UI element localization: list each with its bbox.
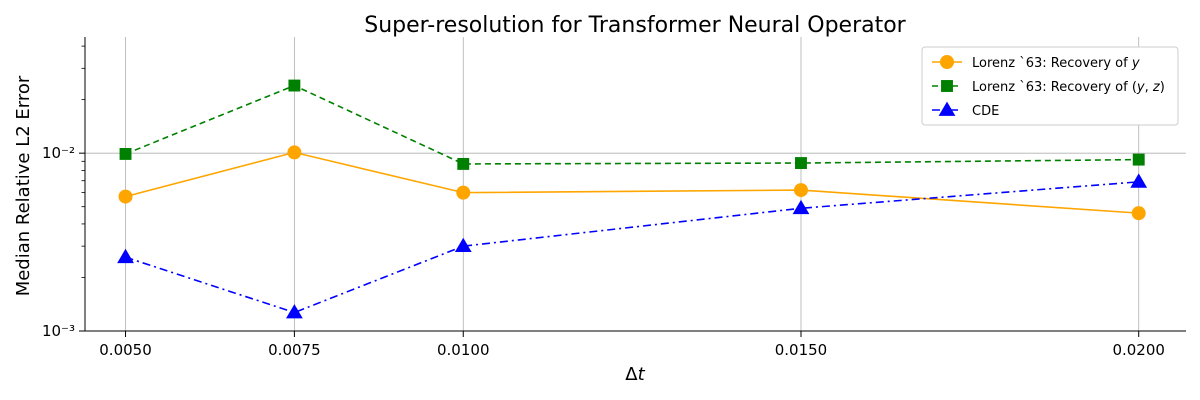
y-tick-label: 10⁻² [42, 144, 75, 162]
data-point [457, 157, 470, 170]
x-tick-label: 0.0075 [268, 341, 321, 359]
series-layer [117, 79, 1148, 319]
data-point [1131, 206, 1146, 221]
legend-label: CDE [972, 104, 999, 119]
legend-marker [941, 80, 953, 92]
data-point [1132, 153, 1145, 166]
data-point [117, 248, 134, 264]
x-tick-label: 0.0050 [99, 341, 152, 359]
data-point [288, 79, 301, 92]
series-1 [119, 79, 1145, 170]
legend-item-1: Lorenz `63: Recovery of (y, z) [932, 80, 1165, 95]
y-ticks: 10⁻³ 10⁻² [42, 45, 85, 340]
legend: Lorenz `63: Recovery of y Lorenz `63: Rec… [921, 46, 1179, 126]
x-tick-label: 0.0150 [775, 341, 828, 359]
x-axis-label: Δt [625, 364, 645, 385]
data-point [285, 304, 303, 319]
series-line [125, 84, 1139, 165]
series-2 [117, 173, 1148, 319]
legend-box [921, 46, 1179, 126]
y-axis-label: Median Relative L2 Error [13, 75, 34, 296]
data-point [1130, 173, 1148, 188]
data-point [795, 157, 807, 169]
legend-label: Lorenz `63: Recovery of y [972, 56, 1140, 71]
series-line [125, 181, 1139, 314]
x-tick-label: 0.0200 [1112, 341, 1165, 359]
data-point [454, 237, 472, 253]
legend-marker [938, 101, 956, 116]
x-ticks: 0.0050 0.0075 0.0100 0.0150 0.0200 [99, 331, 1165, 359]
chart-title: Super-resolution for Transformer Neural … [364, 13, 906, 38]
data-point [287, 145, 302, 160]
data-point [118, 189, 133, 204]
legend-item-0: Lorenz `63: Recovery of y [932, 55, 1140, 71]
data-point [119, 147, 132, 160]
y-tick-label: 10⁻³ [42, 322, 75, 340]
data-point [456, 185, 471, 200]
legend-label: Lorenz `63: Recovery of (y, z) [972, 80, 1165, 95]
axes [84, 37, 1186, 332]
data-point [793, 183, 808, 198]
series-0 [118, 145, 1146, 221]
legend-item-2: CDE [932, 101, 999, 119]
data-point [792, 199, 810, 215]
legend-marker [940, 55, 954, 69]
x-tick-label: 0.0100 [437, 341, 490, 359]
